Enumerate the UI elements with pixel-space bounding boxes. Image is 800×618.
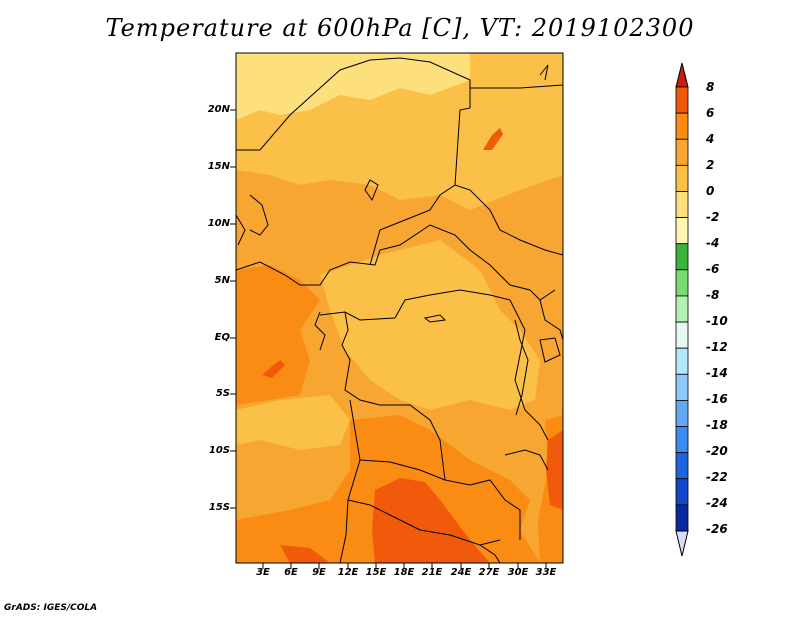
lat-tick-label: EQ: [214, 332, 230, 343]
colorbar-cell: [675, 478, 689, 506]
colorbar-cell: [675, 400, 689, 427]
colorbar-cell: [675, 321, 689, 349]
credit-text: GrADS: IGES/COLA: [4, 603, 98, 613]
colorbar-label: 2: [706, 158, 715, 172]
colorbar-label: -6: [706, 262, 720, 276]
contour-6-8-southwest-edge: [280, 545, 330, 563]
colorbar: [675, 62, 689, 557]
colorbar-cell: [675, 295, 689, 323]
colorbar-cell: [675, 164, 689, 192]
colorbar-label: -24: [706, 496, 728, 510]
colorbar-label: -18: [706, 418, 728, 432]
colorbar-cell: [675, 347, 689, 375]
colorbar-cell: [675, 269, 689, 297]
colorbar-label: -20: [706, 444, 728, 458]
lat-tick-label: 15S: [208, 502, 230, 513]
colorbar-label: -12: [706, 340, 728, 354]
colorbar-cells: [675, 86, 689, 532]
colorbar-label: -14: [706, 366, 728, 380]
contour-6-8-coast: [546, 430, 563, 510]
map-title: Temperature at 600hPa [C], VT: 201910230…: [105, 14, 695, 42]
colorbar-cell: [675, 217, 689, 245]
colorbar-cell: [675, 112, 689, 140]
colorbar-top-arrow: [675, 62, 689, 88]
lon-tick-label: 3E: [256, 567, 270, 578]
lon-tick-label: 18E: [393, 567, 415, 578]
lon-tick-label: 21E: [421, 567, 443, 578]
lon-tick-label: 12E: [337, 567, 359, 578]
borders: [236, 57, 563, 563]
contour-6-8-north-spot: [483, 128, 503, 150]
lon-tick-label: 9E: [312, 567, 326, 578]
contour-4-6-west: [236, 265, 320, 405]
contour-0-2-central: [320, 240, 540, 410]
colorbar-label: -8: [706, 288, 720, 302]
colorbar-bottom-arrow: [675, 530, 689, 557]
lat-tick-label: 5S: [215, 388, 230, 399]
contour-0-2-southwest: [236, 395, 350, 450]
colorbar-label: 6: [706, 106, 715, 120]
contour-neg2-0-north: [236, 53, 470, 120]
contour-6-8-south: [372, 478, 490, 563]
lon-tick-label: 33E: [535, 567, 557, 578]
lon-tick-label: 27E: [478, 567, 500, 578]
colorbar-cell: [675, 373, 689, 401]
colorbar-label: -22: [706, 470, 728, 484]
colorbar-cell: [675, 86, 689, 114]
colorbar-label: 8: [706, 80, 715, 94]
colorbar-label: -16: [706, 392, 728, 406]
map-frame: [235, 52, 564, 564]
temperature-field: [236, 53, 563, 563]
colorbar-cell: [675, 243, 689, 271]
colorbar-cell: [675, 452, 689, 480]
lon-tick-label: 30E: [507, 567, 529, 578]
colorbar-cell: [675, 191, 689, 218]
lon-tick-label: 6E: [284, 567, 298, 578]
colorbar-label: -26: [706, 522, 728, 536]
contour-6-8-spot: [262, 360, 285, 378]
colorbar-label: -10: [706, 314, 728, 328]
colorbar-cell: [675, 426, 689, 454]
lat-tick-label: 15N: [207, 161, 230, 172]
colorbar-cell: [675, 504, 689, 532]
colorbar-label: 4: [706, 132, 715, 146]
colorbar-cell: [675, 138, 689, 166]
colorbar-label: 0: [706, 184, 715, 198]
colorbar-label: -4: [706, 236, 720, 250]
lat-tick-label: 20N: [207, 104, 230, 115]
tick-marks: [230, 109, 547, 569]
colorbar-label: -2: [706, 210, 720, 224]
lat-tick-label: 10S: [208, 445, 230, 456]
lat-tick-label: 10N: [207, 218, 230, 229]
lon-tick-label: 15E: [365, 567, 387, 578]
lon-tick-label: 24E: [450, 567, 472, 578]
lat-tick-label: 5N: [214, 275, 230, 286]
